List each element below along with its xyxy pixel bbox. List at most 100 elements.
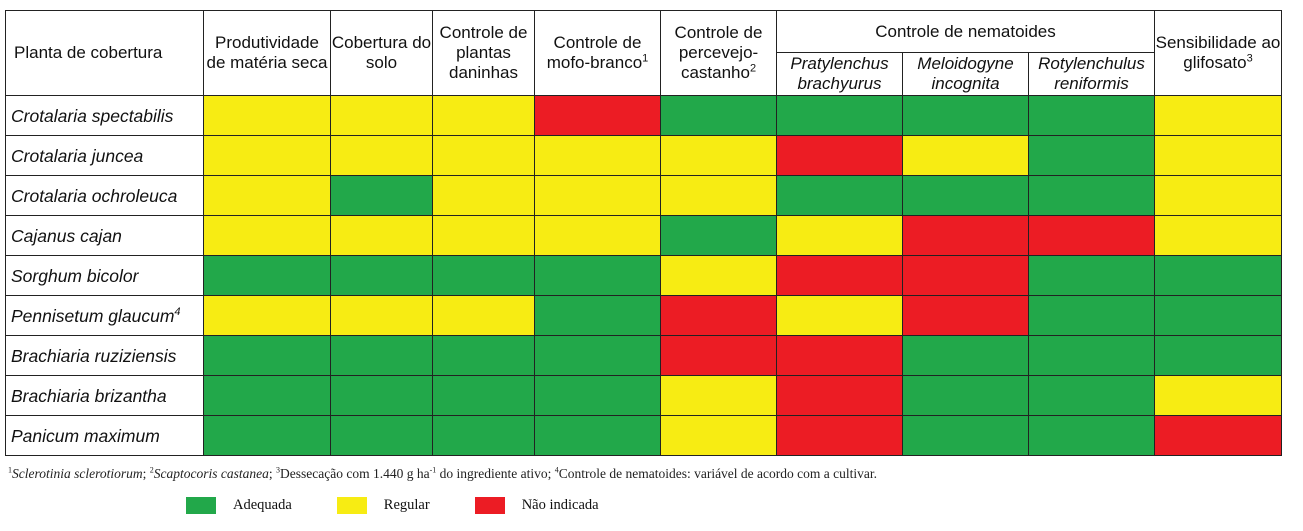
rating-cell (330, 215, 433, 256)
rating-cell (902, 215, 1029, 256)
legend-label: Regular (383, 497, 430, 513)
rating-cell (203, 95, 331, 136)
cover-crop-table: Planta de cobertura Produtividade de mat… (5, 10, 1282, 456)
rating-cell (776, 335, 903, 376)
plant-name: Brachiaria ruziziensis (5, 335, 204, 376)
footnote-ref: 1 (642, 52, 649, 65)
table-row: Panicum maximum (5, 415, 1282, 456)
rating-cell (902, 375, 1029, 416)
rating-cell (660, 175, 777, 216)
footnote-ref: 4 (174, 305, 181, 318)
table-row: Cajanus cajan (5, 215, 1282, 256)
legend-label: Não indicada (521, 497, 599, 513)
legend-item-regular: Regular (336, 497, 430, 514)
rating-cell (534, 295, 661, 336)
plant-name-text: Panicum maximum (11, 425, 160, 446)
rating-cell (1028, 255, 1155, 296)
rating-cell (1028, 335, 1155, 376)
rating-cell (776, 175, 903, 216)
plant-name-text: Sorghum bicolor (11, 265, 139, 286)
rating-cell (432, 415, 535, 456)
header-productivity: Produtividade de matéria seca (203, 10, 331, 96)
rating-cell (534, 215, 661, 256)
footnote-3-cont: do ingrediente ativo; (436, 466, 555, 481)
rating-cell (1154, 375, 1282, 416)
header-stink-bug: Controle de percevejo-castanho2 (660, 10, 777, 96)
rating-cell (776, 255, 903, 296)
rating-cell (330, 335, 433, 376)
legend-swatch (474, 497, 505, 514)
plant-name-text: Cajanus cajan (11, 225, 122, 246)
rating-cell (902, 175, 1029, 216)
rating-cell (660, 415, 777, 456)
rating-cell (330, 375, 433, 416)
rating-cell (203, 375, 331, 416)
header-nematodes: Controle de nematoides (776, 10, 1155, 53)
footnote-num: 1 (8, 465, 12, 475)
rating-cell (534, 415, 661, 456)
plant-name-text: Pennisetum glaucum (11, 305, 175, 326)
rating-cell (902, 295, 1029, 336)
rating-cell (534, 175, 661, 216)
footnote-num: 4 (554, 465, 559, 475)
rating-cell (330, 255, 433, 296)
plant-name: Crotalaria juncea (5, 135, 204, 176)
plant-name-text: Brachiaria ruziziensis (11, 345, 177, 366)
rating-cell (432, 335, 535, 376)
header-soil-cover: Cobertura do solo (330, 10, 433, 96)
footnotes: 1Sclerotinia sclerotiorum; 2Scaptocoris … (8, 465, 877, 481)
rating-cell (776, 415, 903, 456)
footnote-1: Sclerotinia sclerotiorum (12, 466, 143, 481)
rating-cell (660, 95, 777, 136)
rating-cell (1154, 335, 1282, 376)
plant-name: Sorghum bicolor (5, 255, 204, 296)
rating-cell (776, 135, 903, 176)
rating-cell (203, 175, 331, 216)
legend: Adequada Regular Não indicada (186, 497, 644, 514)
footnote-3: Dessecação com 1.440 g ha (280, 466, 430, 481)
plant-name: Brachiaria brizantha (5, 375, 204, 416)
rating-cell (776, 375, 903, 416)
table-row: Crotalaria spectabilis (5, 95, 1282, 136)
rating-cell (660, 215, 777, 256)
table-row: Pennisetum glaucum4 (5, 295, 1282, 336)
rating-cell (660, 295, 777, 336)
rating-cell (1028, 215, 1155, 256)
rating-cell (776, 215, 903, 256)
legend-item-adequada: Adequada (186, 497, 292, 514)
plant-name: Cajanus cajan (5, 215, 204, 256)
header-plant: Planta de cobertura (5, 10, 204, 96)
rating-cell (776, 295, 903, 336)
rating-cell (330, 415, 433, 456)
rating-cell (330, 295, 433, 336)
rating-cell (902, 415, 1029, 456)
rating-cell (203, 135, 331, 176)
rating-cell (534, 335, 661, 376)
rating-cell (902, 95, 1029, 136)
rating-cell (432, 95, 535, 136)
table-row: Sorghum bicolor (5, 255, 1282, 296)
rating-cell (534, 375, 661, 416)
rating-cell (534, 255, 661, 296)
rating-cell (203, 335, 331, 376)
rating-cell (1154, 175, 1282, 216)
rating-cell (203, 415, 331, 456)
rating-cell (330, 95, 433, 136)
rating-cell (432, 135, 535, 176)
header-white-mold: Controle de mofo-branco1 (534, 10, 661, 96)
footnote-3-unit-exp: -1 (429, 465, 437, 475)
rating-cell (203, 295, 331, 336)
rating-cell (203, 255, 331, 296)
rating-cell (534, 95, 661, 136)
footnote-num: 2 (149, 465, 154, 475)
header-pratylenchus: Pratylenchus brachyurus (776, 52, 903, 96)
rating-cell (432, 295, 535, 336)
rating-cell (1028, 415, 1155, 456)
rating-cell (660, 335, 777, 376)
rating-cell (902, 135, 1029, 176)
plant-name-text: Crotalaria juncea (11, 145, 144, 166)
footnote-num: 3 (276, 465, 281, 475)
header-meloidogyne: Meloidogyne incognita (902, 52, 1029, 96)
rating-cell (1028, 375, 1155, 416)
legend-item-nao-indicada: Não indicada (474, 497, 599, 514)
